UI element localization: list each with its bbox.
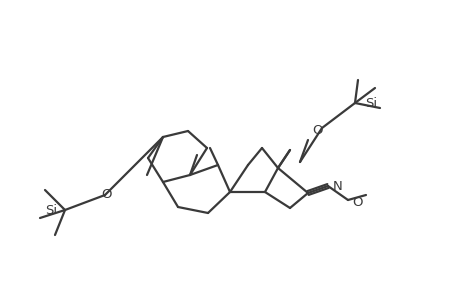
Text: Si: Si — [45, 203, 57, 217]
Text: O: O — [101, 188, 112, 202]
Text: N: N — [332, 179, 342, 193]
Text: Si: Si — [364, 97, 376, 110]
Text: O: O — [351, 196, 362, 208]
Text: O: O — [312, 124, 323, 136]
